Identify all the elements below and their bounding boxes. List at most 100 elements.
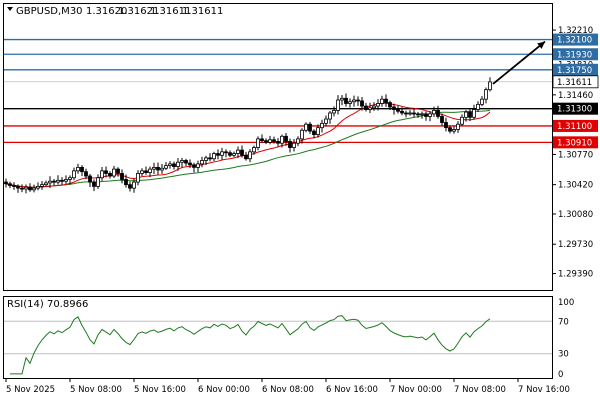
level-labels: 1.32100 1.31930 1.31750 1.31300 1.31100 1.309… [552, 33, 599, 149]
level-label-box [553, 136, 598, 149]
candle-down [104, 170, 108, 174]
sma-slow-line [5, 109, 491, 188]
candle-down [116, 168, 120, 174]
candle-down [144, 170, 148, 173]
candle-up [252, 147, 256, 153]
candle-up [300, 129, 304, 140]
candle-up [44, 182, 48, 186]
candle-up [380, 98, 384, 104]
candle-up [56, 179, 60, 183]
time-tick-label: 6 Nov 00:00 [198, 385, 250, 395]
level-label: 1.31100 [557, 122, 592, 132]
level-label-box [553, 63, 598, 76]
candle-up [68, 177, 72, 180]
candle-down [80, 166, 84, 173]
candle-up [432, 109, 436, 115]
arrow-head-icon [537, 41, 545, 49]
candle-down [92, 181, 96, 187]
candle-down [272, 139, 276, 142]
candle-down [224, 151, 228, 154]
candle-down [400, 110, 404, 114]
candle-down [416, 113, 420, 116]
candle-up [460, 116, 464, 125]
rsi-line [10, 315, 491, 375]
candle-down [52, 180, 56, 183]
candles [4, 77, 492, 194]
candle-up [160, 167, 164, 171]
candle-up [168, 163, 172, 167]
candle-down [60, 179, 64, 182]
rsi-axis-label: 30 [558, 350, 569, 360]
candle-up [176, 161, 180, 167]
price-tick-label: 1.30420 [558, 181, 593, 191]
arrow-shaft [492, 40, 546, 85]
candle-up [256, 138, 260, 148]
time-tick-label: 7 Nov 16:00 [518, 385, 570, 395]
candle-down [240, 149, 244, 156]
candle-down [448, 127, 452, 132]
level-label-box [553, 102, 598, 115]
candle-up [200, 160, 204, 165]
candle-down [172, 163, 176, 167]
price-tick-label: 1.30770 [558, 150, 593, 160]
candle-down [192, 164, 196, 168]
candle-down [344, 97, 348, 104]
candle-down [436, 109, 440, 117]
candle-down [468, 111, 472, 118]
level-label-box [553, 33, 598, 46]
candle-down [128, 184, 132, 189]
candle-up [32, 187, 36, 191]
candle-down [16, 185, 20, 189]
candle-down [88, 175, 92, 183]
rsi-axis-label: 100 [558, 298, 574, 308]
candle-up [420, 113, 424, 116]
candle-down [260, 138, 264, 142]
candle-up [340, 97, 344, 101]
candle-down [108, 173, 112, 177]
moving-averages [5, 102, 491, 188]
candle-down [184, 160, 188, 164]
ohlc-close: 1.31611 [182, 6, 223, 17]
time-axis: 5 Nov 2025 5 Nov 08:00 5 Nov 16:00 6 Nov 00… [5, 378, 570, 395]
candle-down [444, 122, 448, 129]
candle-up [328, 112, 332, 120]
ohlc-open: 1.31620 [86, 6, 127, 17]
candle-up [112, 168, 116, 177]
candle-down [4, 181, 8, 185]
candle-down [412, 112, 416, 115]
level-label: 1.31300 [557, 105, 592, 115]
candle-up [148, 168, 152, 173]
candle-up [152, 166, 156, 170]
candle-down [20, 187, 24, 190]
candle-up [368, 107, 372, 110]
level-label-box [553, 119, 598, 132]
candle-up [180, 160, 184, 163]
candle-up [408, 112, 412, 115]
candle-up [212, 153, 216, 160]
candle-down [188, 162, 192, 166]
candle-down [208, 157, 212, 160]
candle-up [100, 170, 104, 179]
collapse-triangle-icon[interactable] [7, 7, 13, 11]
candle-down [228, 152, 232, 156]
candle-up [64, 179, 68, 182]
candle-up [316, 127, 320, 135]
candle-up [320, 122, 324, 129]
current-price-box [552, 75, 599, 89]
candle-up [72, 170, 76, 179]
current-price-label: 1.31611 [557, 78, 592, 88]
candle-up [140, 170, 144, 174]
time-tick-label: 6 Nov 16:00 [326, 385, 378, 395]
level-label-box [553, 48, 598, 61]
candle-down [8, 183, 12, 186]
candle-down [392, 106, 396, 110]
candle-up [220, 151, 224, 156]
candle-up [232, 153, 236, 156]
sma-fast-line [5, 102, 491, 188]
candle-up [472, 109, 476, 118]
candle-up [76, 166, 80, 172]
candle-down [360, 100, 364, 107]
candle-up [304, 123, 308, 131]
candle-up [336, 99, 340, 111]
candle-up [204, 157, 208, 161]
